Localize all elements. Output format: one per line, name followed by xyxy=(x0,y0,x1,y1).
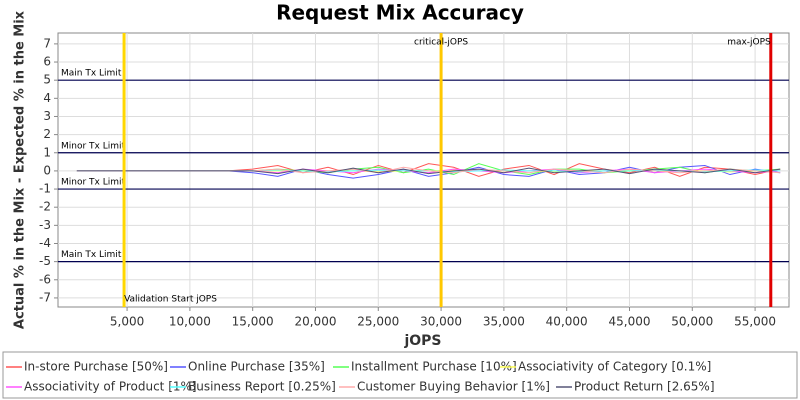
marker-label: Validation Start jOPS xyxy=(124,295,217,305)
x-tick-label: 30,000 xyxy=(420,315,462,329)
y-tick-label: -2 xyxy=(39,200,51,214)
y-tick-label: 5 xyxy=(43,73,51,87)
legend-label: In-store Purchase [50%] xyxy=(24,360,168,374)
chart-title: Request Mix Accuracy xyxy=(276,1,524,25)
limit-label: Minor Tx Limit xyxy=(61,141,126,151)
y-tick-label: 7 xyxy=(43,36,51,50)
legend-label: Associativity of Product [1%] xyxy=(24,380,197,394)
x-tick-label: 35,000 xyxy=(483,315,525,329)
y-tick-label: 6 xyxy=(43,55,51,69)
x-tick-label: 20,000 xyxy=(294,315,336,329)
y-tick-label: -7 xyxy=(39,290,51,304)
legend-label: Associativity of Category [0.1%] xyxy=(518,360,711,374)
y-tick-label: 0 xyxy=(43,163,51,177)
y-tick-label: -1 xyxy=(39,182,51,196)
marker-label: max-jOPS xyxy=(727,38,771,48)
y-tick-label: -3 xyxy=(39,218,51,232)
y-tick-label: 3 xyxy=(43,109,51,123)
y-tick-label: -6 xyxy=(39,272,51,286)
y-axis-title: Actual % in the Mix - Expected % in the … xyxy=(13,10,28,329)
legend-label: Customer Buying Behavior [1%] xyxy=(357,380,550,394)
x-tick-label: 5,000 xyxy=(110,315,144,329)
y-tick-label: 2 xyxy=(43,127,51,141)
legend-label: Online Purchase [35%] xyxy=(188,360,325,374)
legend-label: Installment Purchase [10%] xyxy=(351,360,517,374)
x-axis-title: jOPS xyxy=(403,333,441,349)
x-tick-label: 15,000 xyxy=(232,315,274,329)
marker-label: critical-jOPS xyxy=(414,38,468,48)
x-tick-label: 50,000 xyxy=(671,315,713,329)
x-tick-label: 40,000 xyxy=(546,315,588,329)
y-tick-label: 1 xyxy=(43,145,51,159)
x-tick-label: 55,000 xyxy=(734,315,776,329)
limit-label: Minor Tx Limit xyxy=(61,178,126,188)
series-line xyxy=(76,167,781,175)
x-tick-label: 45,000 xyxy=(608,315,650,329)
x-tick-label: 10,000 xyxy=(169,315,211,329)
legend-label: Product Return [2.65%] xyxy=(574,380,715,394)
limit-label: Main Tx Limit xyxy=(61,250,122,260)
x-tick-label: 25,000 xyxy=(357,315,399,329)
y-tick-label: -4 xyxy=(39,236,51,250)
legend-label: Business Report [0.25%] xyxy=(188,380,336,394)
y-tick-label: 4 xyxy=(43,91,51,105)
limit-label: Main Tx Limit xyxy=(61,69,122,79)
legend-box xyxy=(2,351,798,399)
y-tick-label: -5 xyxy=(39,254,51,268)
